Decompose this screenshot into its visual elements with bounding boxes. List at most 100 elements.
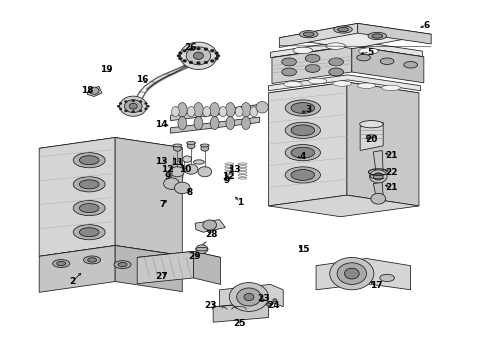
Polygon shape [269,82,347,206]
Ellipse shape [53,260,70,267]
Ellipse shape [404,62,417,68]
Polygon shape [373,150,383,175]
Ellipse shape [79,180,99,189]
Circle shape [186,47,211,65]
Ellipse shape [74,177,105,192]
Ellipse shape [360,121,383,128]
Ellipse shape [177,103,187,117]
Circle shape [164,178,179,189]
Circle shape [119,108,122,110]
Polygon shape [279,23,431,49]
Ellipse shape [299,31,318,38]
Ellipse shape [196,247,208,251]
Ellipse shape [285,100,320,116]
Circle shape [117,105,120,107]
Circle shape [344,268,359,279]
Circle shape [178,51,182,54]
Circle shape [229,283,269,311]
Circle shape [177,54,181,57]
Circle shape [237,288,261,306]
Ellipse shape [225,103,235,117]
Ellipse shape [382,85,400,90]
Text: 19: 19 [100,65,113,74]
Text: 21: 21 [385,151,397,160]
Polygon shape [171,117,260,133]
Circle shape [267,303,270,306]
Circle shape [196,62,200,64]
Ellipse shape [256,102,269,113]
Ellipse shape [303,32,314,36]
Circle shape [139,110,142,112]
Circle shape [147,105,149,107]
Ellipse shape [210,117,219,130]
Text: 26: 26 [184,43,196,52]
Circle shape [215,57,219,60]
Circle shape [210,59,214,62]
Circle shape [215,51,219,54]
Ellipse shape [359,48,378,54]
Text: 6: 6 [423,21,429,30]
Ellipse shape [74,225,105,240]
Circle shape [119,103,122,105]
Circle shape [260,299,264,302]
Polygon shape [272,46,352,84]
Text: 5: 5 [367,48,373,57]
Ellipse shape [173,144,182,147]
Ellipse shape [285,167,320,183]
Circle shape [183,156,192,162]
Polygon shape [220,284,283,307]
Ellipse shape [241,103,251,117]
Ellipse shape [57,261,66,266]
Text: 2: 2 [70,277,75,286]
Text: 29: 29 [189,252,201,261]
Polygon shape [272,46,424,68]
Ellipse shape [333,81,351,86]
Polygon shape [194,251,220,284]
Ellipse shape [380,274,394,282]
Circle shape [198,167,212,177]
Polygon shape [137,251,220,264]
Text: 18: 18 [81,86,94,95]
Text: 9: 9 [223,176,230,185]
Polygon shape [39,246,115,292]
Circle shape [216,54,220,57]
Ellipse shape [114,261,131,269]
Text: 12: 12 [221,172,234,181]
Ellipse shape [219,107,227,117]
Text: 28: 28 [205,230,218,239]
Text: 3: 3 [306,105,312,114]
Ellipse shape [291,103,315,113]
Ellipse shape [242,117,250,130]
Polygon shape [87,86,102,96]
Ellipse shape [367,135,376,138]
Ellipse shape [187,141,196,144]
Ellipse shape [305,64,320,72]
Ellipse shape [334,26,352,33]
Ellipse shape [372,34,383,38]
Circle shape [369,170,387,183]
Polygon shape [358,23,431,44]
Circle shape [330,257,374,290]
Text: 22: 22 [385,167,397,176]
Ellipse shape [250,107,258,117]
Text: 13: 13 [155,157,168,166]
Polygon shape [39,246,182,266]
Polygon shape [270,40,422,58]
Polygon shape [347,82,419,206]
Text: 1: 1 [237,198,243,207]
Ellipse shape [226,117,235,130]
Polygon shape [360,122,383,150]
Ellipse shape [308,78,327,84]
Circle shape [183,59,187,62]
Text: 24: 24 [267,301,280,310]
Text: 20: 20 [365,135,378,144]
Polygon shape [137,251,194,284]
Text: 16: 16 [136,76,148,85]
Circle shape [371,193,386,204]
Circle shape [124,110,127,112]
Circle shape [129,103,137,109]
Circle shape [187,143,195,149]
Ellipse shape [210,103,220,117]
Ellipse shape [203,107,211,117]
Ellipse shape [194,117,203,130]
